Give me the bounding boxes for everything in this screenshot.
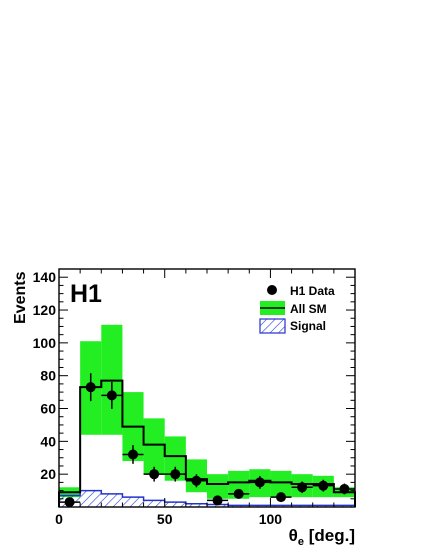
sm-band-bin: [270, 470, 292, 498]
data-point: [106, 390, 117, 401]
legend-label-sm: All SM: [290, 302, 327, 316]
y-tick-label: 80: [40, 368, 56, 384]
data-point: [170, 469, 181, 480]
signal-bar: [122, 497, 144, 507]
signal-bar: [101, 493, 123, 507]
x-tick-label: 100: [259, 511, 283, 527]
data-point: [64, 497, 75, 508]
legend-signal-swatch: [259, 318, 286, 334]
sm-band-bin: [164, 436, 186, 481]
y-tick-label: 60: [40, 401, 56, 417]
y-tick-label: 120: [33, 302, 57, 318]
plot-area: [58, 324, 356, 508]
y-tick-label: 140: [33, 269, 57, 285]
legend-data-marker: [267, 285, 277, 295]
legend-label-data: H1 Data: [290, 284, 335, 298]
data-point: [149, 469, 160, 480]
signal-bar: [312, 505, 334, 507]
data-point: [318, 480, 329, 491]
axes: 20 40 60 80 100 120 140 0 50 100: [33, 268, 356, 527]
data-point: [85, 382, 96, 393]
sm-band-bin: [207, 474, 229, 499]
signal-bar: [249, 505, 271, 507]
data-point: [276, 492, 286, 503]
signal-bar: [333, 505, 355, 507]
signal-bar: [185, 503, 207, 507]
x-axis-unit: [deg.]: [309, 526, 355, 545]
signal-bar: [143, 500, 165, 507]
y-tick-label: 40: [40, 433, 56, 449]
experiment-label: H1: [70, 280, 102, 308]
data-point: [233, 488, 244, 499]
signal-bar: [270, 505, 292, 507]
data-point: [297, 482, 308, 493]
x-axis-title: θe [deg.]: [289, 526, 355, 548]
data-point: [212, 495, 223, 506]
x-axis-subscript: e: [298, 536, 304, 548]
y-tick-label: 20: [40, 466, 56, 482]
signal-bar: [291, 505, 313, 507]
legend-label-signal: Signal: [290, 319, 326, 333]
data-point: [191, 475, 202, 486]
signal-bar: [80, 490, 102, 507]
x-axis-symbol: θ: [289, 526, 298, 545]
signal-bar: [164, 502, 186, 507]
y-tick-label: 100: [33, 335, 57, 351]
sm-band-bin: [143, 418, 165, 475]
data-point: [339, 483, 350, 494]
y-axis-title: Events: [12, 271, 29, 324]
data-point: [254, 477, 265, 488]
sm-band-bin: [228, 470, 250, 499]
x-tick-label: 50: [157, 511, 173, 527]
x-tick-label: 0: [55, 511, 63, 527]
signal-bar: [207, 504, 229, 507]
data-point: [128, 449, 138, 460]
legend: H1 Data All SM Signal: [259, 284, 335, 334]
signal-bar: [228, 505, 250, 507]
